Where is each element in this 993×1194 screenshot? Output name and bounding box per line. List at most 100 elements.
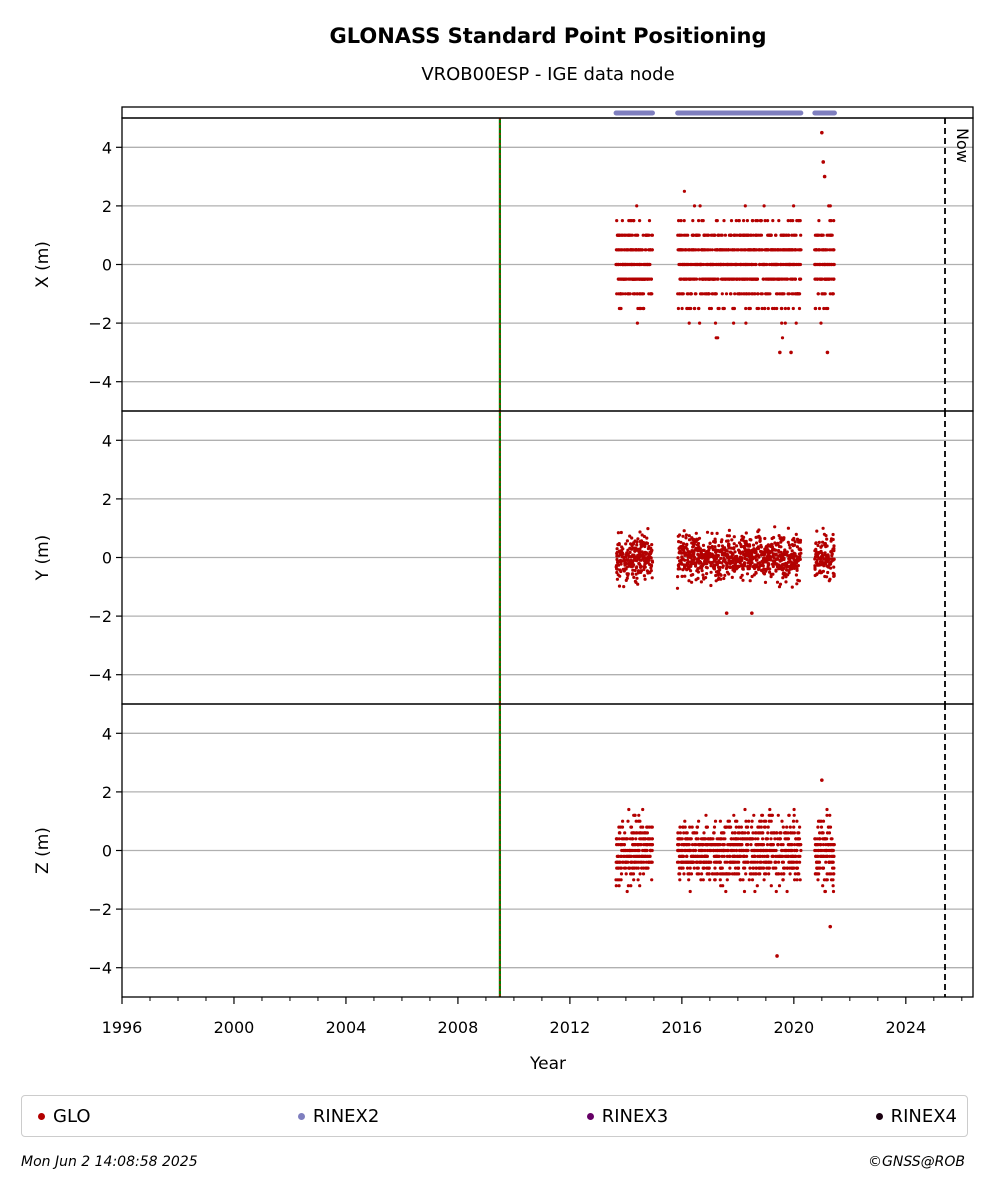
data-point [819,843,823,847]
data-point [705,854,710,859]
data-point [732,542,736,546]
data-point [766,306,770,311]
data-point [785,866,790,870]
data-point [633,292,637,296]
outlier-point [775,954,779,958]
data-point [724,889,728,894]
data-point [781,843,785,847]
data-point [641,825,645,829]
data-point [650,248,654,252]
data-point [831,884,835,888]
data-point [698,321,702,325]
data-point [748,544,752,548]
data-point [692,551,696,555]
data-point [735,544,739,548]
data-point [619,866,624,870]
data-point [821,540,825,544]
data-point [729,292,733,296]
data-point [713,878,717,882]
data-point [618,860,622,864]
data-point [635,540,639,544]
data-point [678,878,682,882]
data-point [763,536,767,541]
data-point [825,537,829,541]
data-point [741,878,745,882]
data-point [826,570,830,575]
data-point [726,848,731,853]
data-point [650,860,654,864]
data-point [709,860,713,864]
data-point [731,552,735,556]
data-point [783,548,787,552]
data-point [747,819,751,823]
data-point [743,204,747,208]
data-point [777,585,782,589]
data-point [688,825,692,829]
data-point [792,813,796,817]
data-point [692,204,697,208]
data-point [831,292,835,296]
data-point [642,567,646,572]
data-point [648,262,652,267]
data-point [729,546,734,550]
data-point [759,233,764,237]
data-point [779,872,784,876]
data-point [717,306,721,311]
data-point [756,545,760,549]
data-point [620,825,625,829]
data-point [615,567,619,571]
data-point [693,306,697,311]
data-point [831,848,835,853]
data-point [765,262,769,267]
data-point [756,306,761,311]
data-point [680,574,684,579]
data-point [798,262,803,267]
outlier-point [724,611,729,615]
data-point [764,819,768,823]
data-point [739,878,743,882]
series-glo-z [614,778,836,958]
data-point [743,866,747,870]
data-point [720,538,724,542]
data-point [722,306,726,311]
data-point [815,529,819,533]
data-point [733,292,737,296]
data-point [725,878,729,882]
data-point [687,579,691,583]
data-point [751,837,755,841]
data-point [617,884,621,888]
data-point [749,538,753,542]
data-point [816,854,820,859]
data-point [701,543,706,548]
data-point [795,819,799,823]
data-point [701,843,705,847]
data-point [761,837,765,841]
data-point [786,540,790,544]
data-point [786,306,791,311]
data-point [633,813,637,817]
data-point [785,277,790,281]
data-point [762,572,767,576]
data-point [824,534,828,538]
data-point [768,292,772,296]
data-point [742,219,746,223]
data-point [755,860,760,864]
data-point [719,556,723,561]
legend: GLO RINEX2 RINEX3 RINEX4 [21,1095,968,1137]
data-point [763,306,767,311]
data-point [721,884,725,888]
data-point [635,543,639,547]
data-point [817,872,821,876]
data-point [778,837,783,841]
x-tick-label: 2008 [438,1018,479,1037]
data-point [753,889,757,894]
data-point [822,564,826,568]
data-point [683,553,687,558]
data-point [827,557,832,561]
data-point [615,547,619,551]
data-point [783,306,788,311]
data-point [726,539,730,543]
data-point [781,878,785,882]
data-point [774,848,778,853]
data-point [760,292,764,296]
